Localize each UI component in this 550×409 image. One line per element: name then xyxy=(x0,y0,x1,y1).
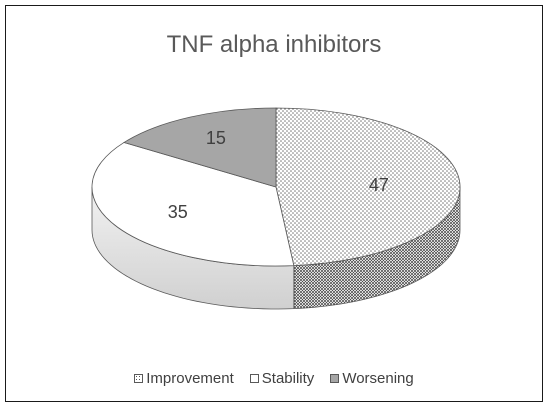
pie-slice-stability xyxy=(91,142,295,267)
pie-labels: 47 35 15 xyxy=(168,128,389,222)
legend-item-improvement: Improvement xyxy=(134,370,234,387)
data-label-improvement: 47 xyxy=(369,175,389,195)
pie-tops xyxy=(91,107,461,267)
legend-swatch-improvement xyxy=(134,374,144,383)
legend-item-stability: Stability xyxy=(249,370,315,387)
pie-chart: 47 35 15 xyxy=(91,107,461,310)
legend-swatch-worsening xyxy=(330,374,340,383)
legend: Improvement Stability Worsening xyxy=(6,370,542,387)
pie-slice-worsening xyxy=(123,107,277,188)
legend-item-worsening: Worsening xyxy=(330,370,414,387)
legend-label-improvement: Improvement xyxy=(146,370,234,387)
legend-label-stability: Stability xyxy=(261,370,315,387)
pie-slice-improvement xyxy=(275,107,461,267)
chart-frame: TNF alpha inhibitors 47 35 1 xyxy=(5,5,543,402)
legend-label-worsening: Worsening xyxy=(342,370,414,387)
chart-title: TNF alpha inhibitors xyxy=(166,31,382,58)
data-label-worsening: 15 xyxy=(206,128,226,148)
legend-swatch-stability xyxy=(249,374,259,383)
data-label-stability: 35 xyxy=(168,202,188,222)
